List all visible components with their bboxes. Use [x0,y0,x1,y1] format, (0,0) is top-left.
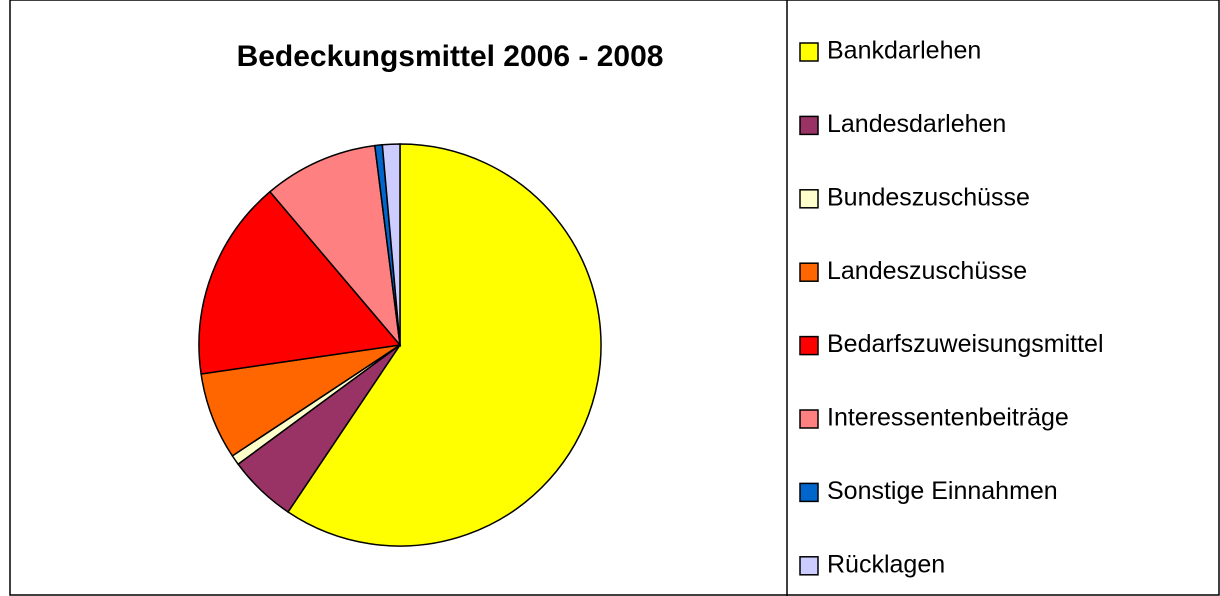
legend-label: Sonstige Einnahmen [827,477,1058,505]
legend-swatch [799,482,819,503]
legend-label: Landeszuschüsse [827,257,1027,285]
pie-slice [381,143,401,346]
legend-label: Bedarfszuweisungsmittel [827,330,1104,358]
legend-label: Rücklagen [827,550,945,578]
legend-swatch [799,115,819,136]
legend-label: Bankdarlehen [827,37,981,65]
pie-slice [198,190,402,375]
legend-swatch [799,335,819,356]
chart-title: Bedeckungsmittel 2006 - 2008 [237,40,664,73]
legend-label: Interessentenbeiträge [827,404,1069,432]
legend-swatch [799,262,819,282]
legend-label: Landesdarlehen [827,110,1006,138]
legend-swatch [799,189,819,209]
chart-frame [9,0,1220,596]
legend-swatch [799,409,819,429]
legend-swatch [799,556,819,576]
legend-label: Bundeszuschüsse [827,183,1030,211]
pie-slice [268,144,402,348]
pie-slice [287,143,602,547]
legend-swatch [799,42,819,62]
